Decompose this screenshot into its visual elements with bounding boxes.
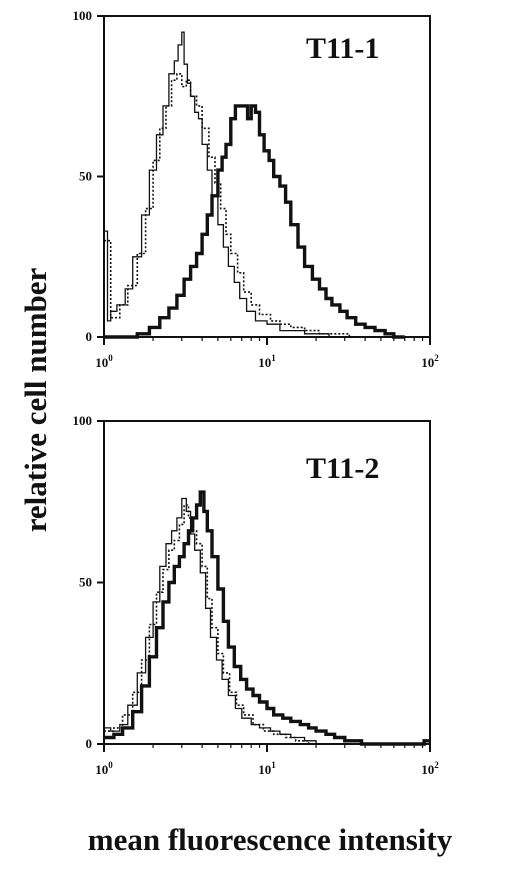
series-line-thin-solid (104, 497, 317, 744)
plot-frame (103, 15, 431, 338)
y-tick-label: 50 (79, 169, 92, 184)
x-tick-label: 101 (258, 353, 276, 370)
plot-frame (103, 420, 431, 745)
y-tick-label: 0 (86, 329, 93, 344)
x-axis-label: mean fluorescence intensity (88, 822, 453, 857)
y-axis-label: relative cell number (18, 267, 53, 532)
series-line-thin-solid (104, 31, 330, 337)
series-line-dotted (104, 73, 351, 337)
y-axis: 0 50 100 (73, 413, 104, 751)
panel-label: T11-1 (306, 32, 379, 65)
y-tick-label: 0 (86, 736, 93, 751)
y-tick-label: 100 (73, 413, 93, 428)
y-tick-label: 50 (79, 575, 92, 590)
series-line-thick-solid (104, 490, 430, 746)
series-layer (104, 490, 430, 746)
series-layer (104, 31, 405, 339)
x-axis: 100 101 102 (95, 744, 439, 777)
series-line-thick-solid (104, 104, 405, 339)
histogram-panel-t11-2: T11-2 0 50 100 100 101 102 (73, 413, 440, 777)
x-tick-label: 102 (421, 760, 439, 777)
x-axis: 100 101 102 (95, 337, 439, 370)
x-tick-label: 102 (421, 353, 439, 370)
histogram-panel-t11-1: T11-1 0 50 100 100 101 102 (73, 8, 440, 370)
x-tick-label: 100 (95, 353, 113, 370)
series-line-dotted (104, 504, 310, 744)
x-tick-label: 100 (95, 760, 113, 777)
y-tick-label: 100 (73, 8, 93, 23)
panel-label: T11-2 (306, 452, 379, 485)
y-axis: 0 50 100 (73, 8, 104, 344)
x-tick-label: 101 (258, 760, 276, 777)
